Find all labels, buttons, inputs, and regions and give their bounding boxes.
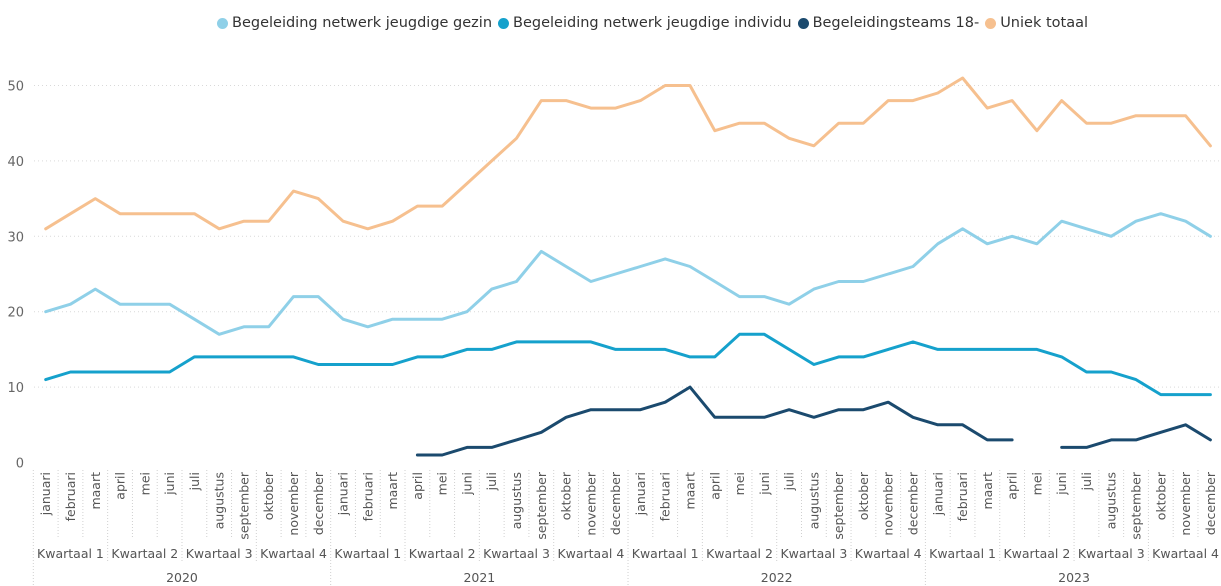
x-tick-month-14: maart bbox=[385, 472, 400, 510]
x-tick-month-38: maart bbox=[980, 472, 995, 510]
legend-item-gezin[interactable]: Begeleiding netwerk jeugdige gezin bbox=[217, 15, 492, 31]
legend-label-gezin: Begeleiding netwerk jeugdige gezin bbox=[232, 15, 493, 31]
series-line-1-segment-0 bbox=[44, 332, 1212, 397]
y-tick-label-10: 10 bbox=[7, 381, 24, 396]
x-tick-quarter-2: Kwartaal 3 bbox=[186, 546, 253, 561]
x-tick-quarter-10: Kwartaal 3 bbox=[780, 546, 847, 561]
x-tick-quarter-5: Kwartaal 2 bbox=[409, 546, 476, 561]
series-line-3-segment-0 bbox=[44, 76, 1212, 231]
x-tick-quarter-12: Kwartaal 1 bbox=[929, 546, 996, 561]
x-tick-month-30: juli bbox=[782, 472, 797, 491]
x-tick-month-11: december bbox=[311, 471, 326, 535]
x-tick-month-1: februari bbox=[63, 472, 78, 521]
x-tick-month-22: november bbox=[583, 471, 598, 535]
series-line-2-segment-0 bbox=[415, 385, 1014, 457]
x-tick-month-44: september bbox=[1129, 471, 1144, 540]
x-tick-month-43: augustus bbox=[1104, 472, 1119, 529]
y-tick-label-40: 40 bbox=[7, 155, 24, 170]
x-tick-quarter-14: Kwartaal 3 bbox=[1078, 546, 1145, 561]
x-tick-quarter-7: Kwartaal 4 bbox=[557, 546, 624, 561]
x-tick-quarter-6: Kwartaal 3 bbox=[483, 546, 550, 561]
x-tick-quarter-15: Kwartaal 4 bbox=[1152, 546, 1219, 561]
x-tick-quarter-4: Kwartaal 1 bbox=[334, 546, 401, 561]
x-tick-month-13: februari bbox=[360, 472, 375, 521]
x-tick-quarter-9: Kwartaal 2 bbox=[706, 546, 773, 561]
x-tick-month-32: september bbox=[831, 471, 846, 540]
legend-item-totaal[interactable]: Uniek totaal bbox=[985, 15, 1088, 31]
x-tick-month-23: december bbox=[608, 471, 623, 535]
x-tick-year-2021: 2021 bbox=[463, 570, 495, 585]
x-tick-month-7: augustus bbox=[212, 472, 227, 529]
legend-item-teams[interactable]: Begeleidingsteams 18- bbox=[797, 15, 980, 31]
x-tick-month-33: oktober bbox=[856, 471, 871, 520]
x-tick-month-21: oktober bbox=[559, 471, 574, 520]
series-lines bbox=[44, 76, 1212, 457]
y-tick-label-50: 50 bbox=[7, 80, 24, 95]
x-tick-month-5: juni bbox=[162, 472, 177, 496]
series-line-0-segment-0 bbox=[44, 212, 1212, 336]
x-tick-month-36: januari bbox=[930, 472, 945, 516]
legend-item-individu[interactable]: Begeleiding netwerk jeugdige individu bbox=[498, 15, 792, 31]
x-tick-month-47: december bbox=[1203, 471, 1218, 535]
y-axis: 0 10 20 30 40 50 bbox=[7, 80, 24, 472]
x-tick-month-19: augustus bbox=[509, 472, 524, 529]
x-tick-month-45: oktober bbox=[1153, 471, 1168, 520]
x-tick-quarter-3: Kwartaal 4 bbox=[260, 546, 327, 561]
x-tick-month-37: februari bbox=[955, 472, 970, 521]
x-tick-month-26: maart bbox=[682, 472, 697, 510]
x-tick-quarter-11: Kwartaal 4 bbox=[855, 546, 922, 561]
legend-dot-totaal bbox=[985, 17, 997, 29]
x-tick-month-15: april bbox=[410, 472, 425, 500]
legend-dot-gezin bbox=[217, 17, 228, 29]
x-tick-month-42: juli bbox=[1079, 472, 1094, 491]
x-tick-year-2022: 2022 bbox=[761, 570, 793, 585]
x-tick-month-28: mei bbox=[732, 472, 747, 495]
x-tick-month-6: juli bbox=[187, 472, 202, 491]
legend-label-totaal: Uniek totaal bbox=[1000, 15, 1088, 31]
x-tick-month-10: november bbox=[286, 471, 301, 535]
x-tick-month-40: mei bbox=[1029, 472, 1044, 495]
x-tick-month-17: juni bbox=[459, 472, 474, 496]
x-axis: januari februari maart april mei juni juli augu… bbox=[32, 470, 1219, 586]
x-tick-month-20: september bbox=[534, 471, 549, 540]
series-line-2-segment-1 bbox=[1060, 423, 1212, 449]
x-tick-month-9: oktober bbox=[261, 471, 276, 520]
legend-label-individu: Begeleiding netwerk jeugdige individu bbox=[513, 15, 792, 31]
x-tick-month-4: mei bbox=[137, 472, 152, 495]
x-tick-month-12: januari bbox=[336, 472, 351, 516]
x-tick-month-29: juni bbox=[757, 472, 772, 496]
y-tick-label-20: 20 bbox=[7, 306, 24, 321]
x-tick-month-34: november bbox=[881, 471, 896, 535]
x-tick-quarter-8: Kwartaal 1 bbox=[632, 546, 699, 561]
x-tick-year-2020: 2020 bbox=[166, 570, 198, 585]
x-tick-month-41: juni bbox=[1054, 472, 1069, 496]
x-tick-quarter-13: Kwartaal 2 bbox=[1003, 546, 1070, 561]
x-tick-month-2: maart bbox=[88, 472, 103, 510]
x-tick-quarter-1: Kwartaal 2 bbox=[111, 546, 178, 561]
x-tick-quarter-0: Kwartaal 1 bbox=[37, 546, 104, 561]
x-tick-month-16: mei bbox=[435, 472, 450, 495]
x-tick-month-35: december bbox=[906, 471, 921, 535]
x-tick-year-2023: 2023 bbox=[1058, 570, 1090, 585]
x-tick-month-18: juli bbox=[484, 472, 499, 491]
y-tick-label-30: 30 bbox=[7, 230, 24, 245]
x-tick-month-39: april bbox=[1005, 472, 1020, 500]
legend-dot-individu bbox=[498, 17, 510, 29]
chart-legend: Begeleiding netwerk jeugdige gezin Begel… bbox=[217, 12, 1094, 34]
x-tick-month-27: april bbox=[707, 472, 722, 500]
x-tick-month-46: november bbox=[1178, 471, 1193, 535]
x-tick-month-0: januari bbox=[38, 472, 53, 516]
x-tick-month-3: april bbox=[113, 472, 128, 500]
x-tick-month-31: augustus bbox=[806, 472, 821, 529]
legend-label-teams: Begeleidingsteams 18- bbox=[812, 15, 980, 31]
y-tick-label-0: 0 bbox=[16, 457, 24, 472]
x-tick-month-8: september bbox=[236, 471, 251, 540]
legend-dot-teams bbox=[797, 17, 809, 29]
x-tick-month-25: februari bbox=[658, 472, 673, 521]
x-tick-month-24: januari bbox=[633, 472, 648, 516]
